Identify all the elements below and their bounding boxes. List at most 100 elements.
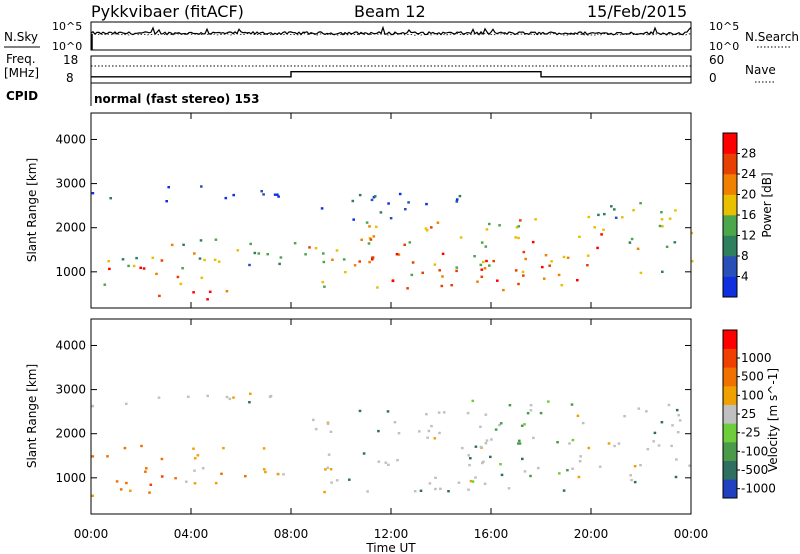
echo-cell (366, 490, 369, 493)
echo-cell (492, 259, 495, 263)
echo-cell (428, 482, 432, 485)
colorbar-tick-label: 1000 (741, 351, 772, 365)
echo-cell (479, 445, 483, 449)
echo-cell (436, 221, 440, 224)
echo-cell (469, 457, 472, 460)
echo-cell (522, 250, 526, 254)
echo-cell (667, 403, 671, 407)
echo-cell (607, 442, 611, 445)
colorbar-swatch (723, 404, 737, 424)
echo-cell (369, 238, 373, 241)
echo-cell (455, 266, 459, 269)
echo-cell (410, 273, 414, 277)
echo-cell (499, 463, 502, 466)
nsearch-tick-high: 10^5 (709, 20, 739, 33)
echo-cell (434, 476, 437, 479)
echo-cell (329, 468, 333, 471)
echo-cell (677, 414, 680, 417)
cpid-label: CPID (6, 89, 38, 103)
echo-cell (539, 411, 543, 415)
echo-cell (214, 238, 218, 241)
echo-cell (426, 436, 429, 439)
echo-cell (304, 253, 307, 256)
echo-cell (433, 263, 437, 266)
echo-cell (322, 260, 326, 264)
echo-cell (541, 265, 544, 269)
echo-cell (469, 479, 473, 483)
echo-cell (571, 438, 575, 442)
colorbar-tick-label: 16 (741, 208, 756, 222)
range-tick-label: 2000 (55, 221, 86, 235)
echo-cell (514, 236, 517, 239)
velocity-colorbar: -1000 -500 -100 -25 25 100 500 1000 (722, 329, 776, 499)
echo-cell (323, 490, 326, 494)
echo-cell (440, 284, 444, 288)
echo-cell (519, 219, 522, 222)
echo-cell (248, 401, 251, 404)
colorbar-tick-label: 25 (741, 407, 756, 421)
colorbar-tick-label: 20 (741, 188, 756, 202)
echo-cell (566, 256, 570, 259)
echo-cell (293, 242, 297, 245)
echo-cell (368, 225, 371, 228)
echo-cell (193, 482, 197, 485)
echo-cell (91, 494, 94, 497)
echo-cell (135, 256, 138, 260)
echo-cell (371, 258, 374, 261)
echo-cell (253, 251, 257, 255)
time-tick-label: 00:00 (74, 527, 109, 541)
echo-cell (185, 480, 188, 483)
echo-cell (507, 487, 511, 490)
echo-cell (529, 409, 533, 412)
power-y-axis: 1000 2000 3000 4000 (55, 132, 691, 279)
echo-cell (217, 260, 221, 263)
nsky-panel: N.Sky 10^5 10^0 10^5 10^0 N.Search (4, 20, 799, 53)
echo-cell (335, 249, 339, 252)
nave-tick-high: 60 (709, 53, 724, 67)
echo-cell (438, 269, 441, 272)
echo-cell (370, 198, 374, 202)
echo-cell (213, 258, 217, 261)
echo-cell (323, 285, 326, 288)
echo-cell (482, 460, 485, 463)
echo-cell (458, 194, 462, 198)
echo-cell (196, 454, 200, 457)
echo-cell (639, 464, 642, 467)
echo-cell (514, 269, 518, 272)
echo-cell (517, 236, 520, 240)
echo-cell (276, 193, 279, 196)
colorbar-swatch (723, 215, 737, 236)
echo-cell (479, 425, 482, 428)
freq-trace (91, 71, 691, 78)
echo-cell (489, 455, 492, 459)
echo-cell (200, 185, 203, 188)
echo-cell (485, 228, 489, 231)
echo-cell (396, 459, 399, 462)
colorbar-swatch (723, 133, 737, 154)
echo-cell (474, 445, 478, 448)
beam-title: Beam 12 (354, 2, 426, 21)
echo-cell (125, 481, 128, 485)
colorbar-tick-label: 24 (741, 167, 756, 181)
echo-cell (633, 465, 637, 468)
echo-cell (358, 260, 361, 263)
echo-cell (260, 190, 263, 193)
colorbar-swatch (723, 386, 737, 405)
echo-cell (387, 202, 390, 205)
colorbar-swatch (723, 153, 737, 175)
colorbar-tick-label: -1000 (741, 482, 776, 496)
range-tick-label: 1000 (55, 471, 86, 485)
echo-cell (106, 455, 109, 458)
echo-cell (395, 253, 399, 256)
power-colorbar: 4 8 12 16 20 24 28 (722, 132, 756, 298)
echo-cell (145, 467, 148, 470)
echo-cell (557, 273, 561, 277)
echo-cell (637, 407, 641, 410)
echo-cell (182, 243, 185, 246)
colorbar-tick-label: 100 (741, 388, 764, 402)
echo-cell (430, 226, 433, 229)
echo-cell (471, 480, 475, 483)
echo-cell (276, 472, 280, 476)
echo-cell (268, 395, 272, 398)
echo-cell (372, 235, 376, 238)
